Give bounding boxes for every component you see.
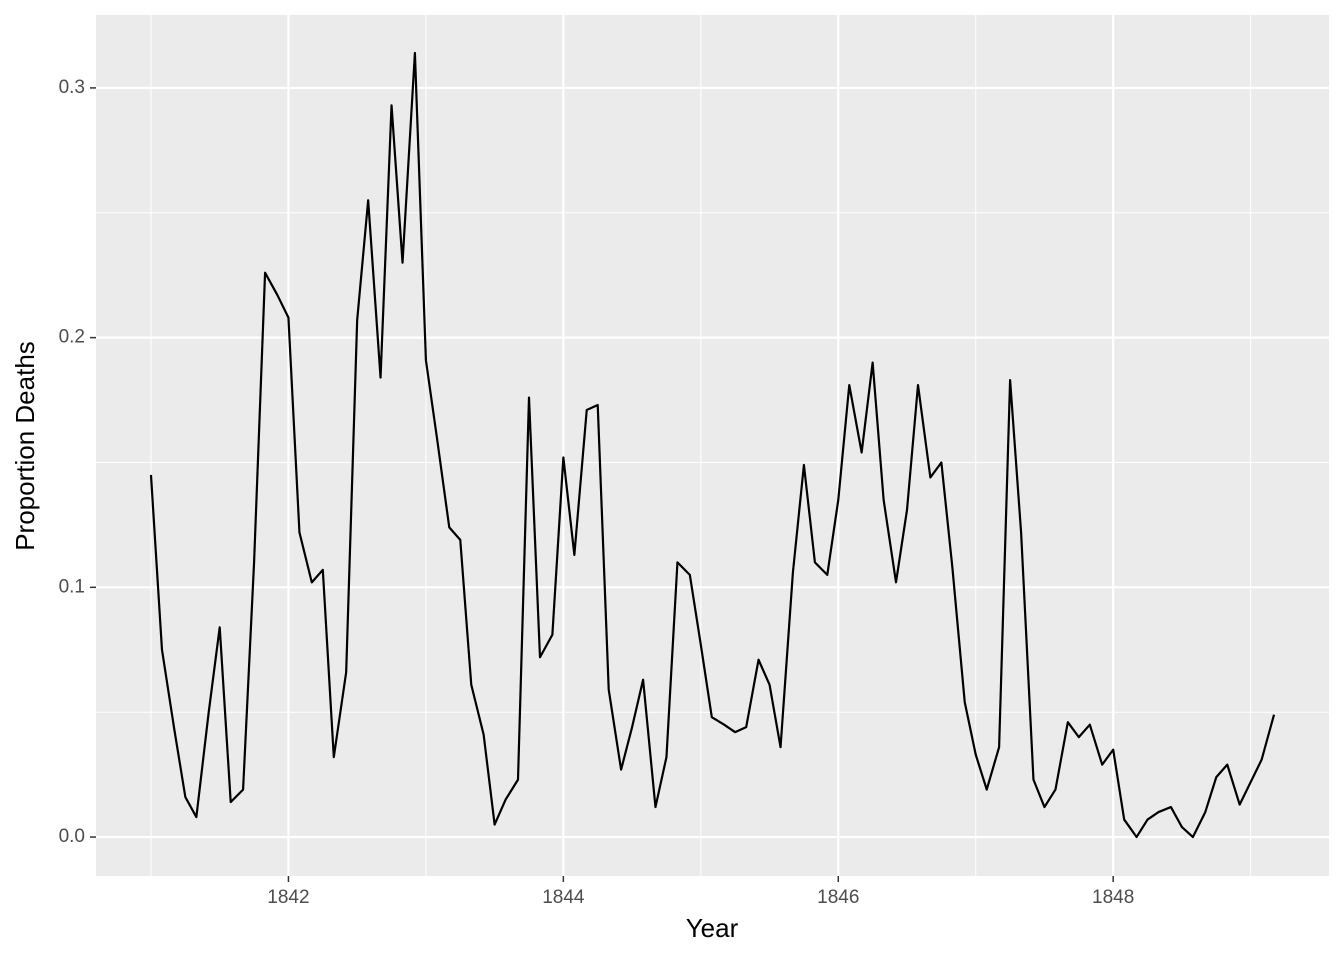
- y-tick-label: 0.3: [59, 77, 85, 98]
- x-axis-title: Year: [686, 913, 739, 943]
- data-line: [149, 51, 1276, 839]
- x-tick-label: 1848: [1092, 887, 1134, 908]
- x-tick-label: 1846: [817, 887, 859, 908]
- y-tick-label: 0.2: [59, 327, 85, 348]
- y-axis-title: Proportion Deaths: [10, 341, 40, 551]
- y-tick-label: 0.1: [59, 576, 85, 597]
- x-tick-label: 1842: [267, 887, 309, 908]
- x-tick-label: 1844: [542, 887, 585, 908]
- y-tick-label: 0.0: [59, 826, 85, 847]
- panel: [96, 15, 1329, 876]
